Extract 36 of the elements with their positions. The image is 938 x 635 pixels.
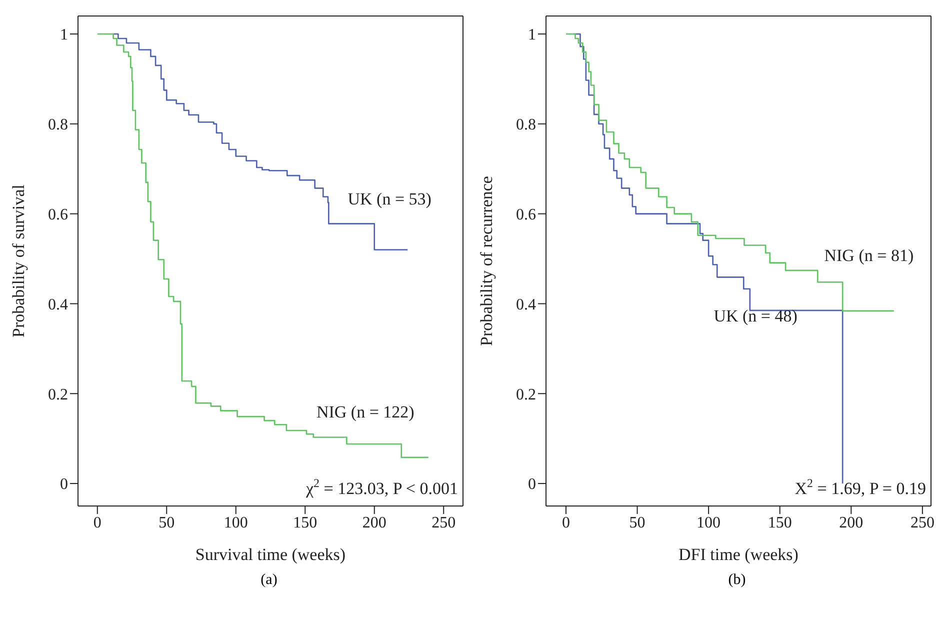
x-tick-label: 50 bbox=[629, 514, 646, 532]
y-tick-label: 0.2 bbox=[48, 386, 68, 404]
x-tick-label: 100 bbox=[696, 514, 721, 532]
x-tick-label: 250 bbox=[432, 514, 456, 532]
y-tick-label: 0 bbox=[528, 476, 536, 494]
annotation: χ$^{2}$ = 123.03, P < 0.001 bbox=[305, 476, 458, 498]
series-label: UK (n = 53) bbox=[348, 190, 432, 209]
x-tick-label: 150 bbox=[768, 514, 792, 532]
y-axis-title: Probability of survival bbox=[9, 184, 28, 338]
x-tick-label: 50 bbox=[158, 514, 175, 532]
x-tick-label: 0 bbox=[562, 514, 570, 532]
y-tick-label: 0.6 bbox=[516, 206, 536, 224]
y-tick-label: 0.4 bbox=[48, 296, 68, 314]
x-axis-title: DFI time (weeks) bbox=[678, 545, 798, 564]
y-tick-label: 0.2 bbox=[516, 386, 536, 404]
y-tick-label: 0 bbox=[60, 476, 68, 494]
x-axis-title: Survival time (weeks) bbox=[195, 545, 346, 564]
y-tick-label: 1 bbox=[528, 26, 536, 44]
y-tick-label: 0.4 bbox=[516, 296, 536, 314]
x-tick-label: 250 bbox=[910, 514, 934, 532]
y-tick-label: 1 bbox=[60, 26, 68, 44]
text: (a) bbox=[260, 572, 278, 589]
series-label: NIG (n = 81) bbox=[824, 246, 914, 265]
series-label: UK (n = 48) bbox=[714, 306, 798, 326]
y-tick-label: 0.6 bbox=[48, 206, 68, 224]
y-tick-label: 0.8 bbox=[516, 116, 536, 134]
series-label: NIG (n = 122) bbox=[316, 402, 414, 422]
x-tick-label: 200 bbox=[362, 514, 386, 532]
x-tick-label: 150 bbox=[293, 514, 318, 532]
y-tick-label: 0.8 bbox=[48, 116, 68, 134]
x-tick-label: 0 bbox=[93, 514, 102, 532]
text: (b) bbox=[727, 572, 747, 589]
y-axis-title: Probability of recurrence bbox=[477, 176, 496, 346]
x-tick-label: 100 bbox=[224, 514, 248, 532]
x-tick-label: 200 bbox=[839, 514, 864, 532]
annotation: X$^{2}$ = 1.69, P = 0.19 bbox=[794, 476, 926, 498]
